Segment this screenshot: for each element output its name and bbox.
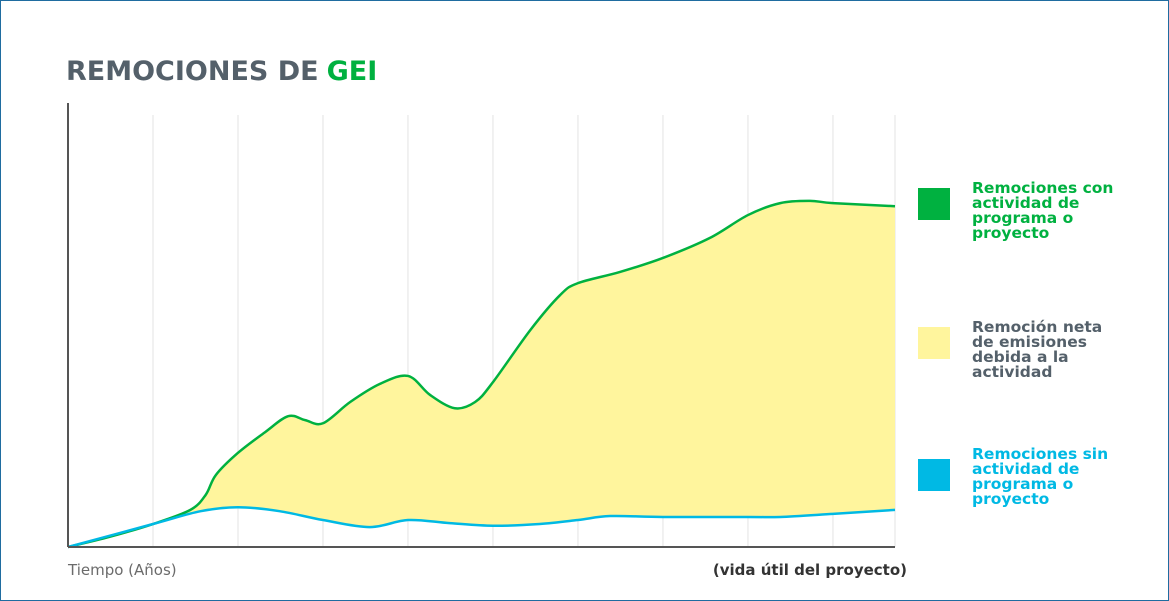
legend-label: Remociones con actividad de programa o p… [972,179,1114,242]
legend-swatch [918,459,950,491]
chart-title: REMOCIONES DE GEI [66,56,377,87]
series-line [67,505,896,549]
title: REMOCIONES DE [66,56,319,87]
legend-swatch [918,327,950,359]
legend-label: Remociones sin actividad de programa o p… [972,445,1109,508]
legend-swatch [918,188,950,220]
x-label: Tiempo (Años) [67,561,177,579]
x-label-right: (vida útil del proyecto) [713,561,907,579]
plot [67,103,896,549]
title-highlight: GEI [327,56,378,87]
legend-label: Remoción neta de emisiones debida a la a… [972,318,1103,381]
series-line [67,199,896,549]
net-area [68,200,895,548]
